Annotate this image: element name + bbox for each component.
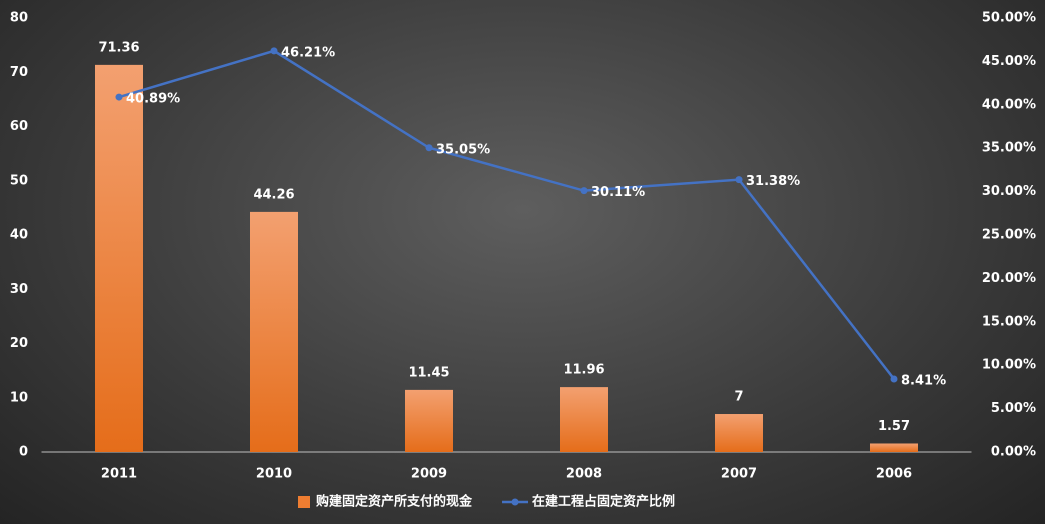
y2-tick-label: 35.00% xyxy=(982,141,1036,156)
legend-label: 购建固定资产所支付的现金 xyxy=(316,494,473,510)
y2-tick-label: 20.00% xyxy=(982,271,1036,286)
bar xyxy=(405,389,453,452)
data-label: 46.21% xyxy=(281,45,335,60)
line-point xyxy=(890,375,898,383)
y-tick-label: 30 xyxy=(10,282,28,297)
legend-swatch xyxy=(298,496,310,508)
y-tick-label: 40 xyxy=(10,228,28,243)
y-tick-label: 0 xyxy=(19,445,28,460)
data-label: 44.26 xyxy=(253,187,294,202)
data-label: 7 xyxy=(734,390,743,405)
x-tick-label: 2011 xyxy=(101,467,137,482)
line-point xyxy=(425,144,433,152)
bar xyxy=(715,414,763,452)
y2-tick-label: 10.00% xyxy=(982,358,1036,373)
line-point xyxy=(270,47,278,55)
y2-tick-label: 45.00% xyxy=(982,54,1036,69)
data-label: 40.89% xyxy=(126,92,180,107)
legend-swatch xyxy=(511,498,519,506)
x-tick-label: 2009 xyxy=(411,467,447,482)
bar xyxy=(95,64,143,452)
y2-tick-label: 50.00% xyxy=(982,11,1036,26)
bar xyxy=(560,387,608,452)
y2-tick-label: 5.00% xyxy=(991,401,1036,416)
y-tick-label: 60 xyxy=(10,119,28,134)
y2-tick-label: 15.00% xyxy=(982,314,1036,329)
y2-tick-label: 30.00% xyxy=(982,184,1036,199)
data-label: 11.45 xyxy=(408,365,449,380)
legend-label: 在建工程占固定资产比例 xyxy=(532,494,675,510)
data-label: 11.96 xyxy=(563,363,604,378)
line-point xyxy=(115,93,123,101)
data-label: 1.57 xyxy=(878,419,910,434)
x-tick-label: 2008 xyxy=(566,467,602,482)
data-label: 35.05% xyxy=(436,142,490,157)
y-tick-label: 50 xyxy=(10,173,28,188)
x-tick-label: 2010 xyxy=(256,467,292,482)
line-point xyxy=(735,176,743,184)
y-tick-label: 10 xyxy=(10,390,28,405)
y2-tick-label: 25.00% xyxy=(982,228,1036,243)
y2-tick-label: 40.00% xyxy=(982,97,1036,112)
data-label: 71.36 xyxy=(98,40,139,55)
data-label: 8.41% xyxy=(901,374,946,389)
data-label: 31.38% xyxy=(746,174,800,189)
x-tick-label: 2007 xyxy=(721,467,757,482)
y-tick-label: 80 xyxy=(10,11,28,26)
y2-tick-label: 0.00% xyxy=(991,445,1036,460)
x-tick-label: 2006 xyxy=(876,467,912,482)
y-tick-label: 70 xyxy=(10,65,28,80)
bar xyxy=(870,443,918,452)
line xyxy=(118,49,895,380)
y-tick-label: 20 xyxy=(10,336,28,351)
bar xyxy=(250,211,298,452)
data-label: 30.11% xyxy=(591,185,645,200)
line-point xyxy=(580,187,588,195)
